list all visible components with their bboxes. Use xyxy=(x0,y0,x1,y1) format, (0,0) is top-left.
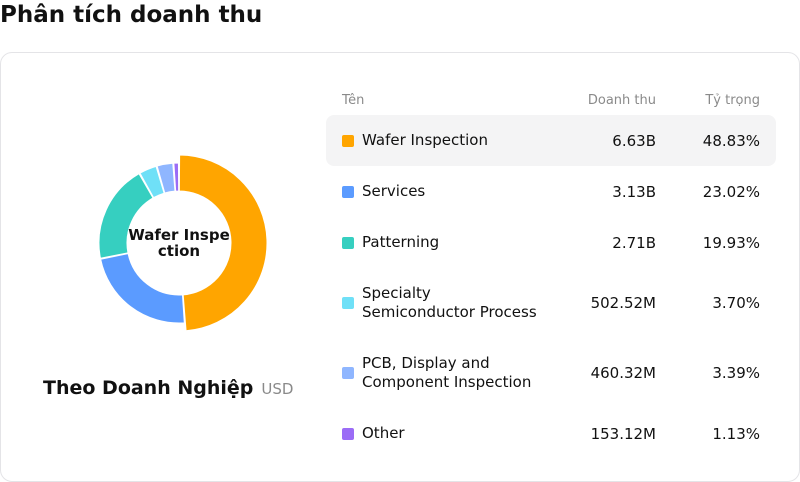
donut-slice-0[interactable] xyxy=(178,154,268,332)
donut-slice-1[interactable] xyxy=(100,252,185,324)
donut-svg xyxy=(98,154,268,332)
row-name: Patterning xyxy=(362,233,440,251)
donut-slice-3[interactable] xyxy=(139,165,165,199)
donut-slice-4[interactable] xyxy=(156,162,176,194)
row-share: 3.70% xyxy=(712,294,760,312)
legend-swatch xyxy=(342,427,354,440)
legend-swatch xyxy=(342,297,354,309)
row-share: 1.13% xyxy=(712,424,760,443)
caption-unit: USD xyxy=(261,380,294,398)
header-share: Tỷ trọng xyxy=(705,92,760,108)
table-row[interactable]: Patterning 2.71B 19.93% xyxy=(326,217,776,268)
legend-swatch xyxy=(342,134,354,147)
row-name: Wafer Inspection xyxy=(362,131,488,149)
legend-swatch xyxy=(342,185,354,198)
row-share: 19.93% xyxy=(702,233,760,252)
donut-chart: Wafer Inspection xyxy=(89,153,269,333)
revenue-table: Tên Doanh thu Tỷ trọng Wafer Inspection … xyxy=(326,85,776,459)
row-name: PCB, Display and Component Inspection xyxy=(362,354,532,391)
table-row[interactable]: PCB, Display and Component Inspection 46… xyxy=(326,338,776,408)
revenue-card: Wafer Inspection Theo Doanh Nghiệp USD T… xyxy=(0,52,800,482)
row-revenue: 460.32M xyxy=(590,364,656,382)
row-share: 23.02% xyxy=(702,182,760,201)
table-row[interactable]: Other 153.12M 1.13% xyxy=(326,408,776,459)
table-row[interactable]: Wafer Inspection 6.63B 48.83% xyxy=(326,115,776,166)
table-row[interactable]: Services 3.13B 23.02% xyxy=(326,166,776,217)
row-name: Specialty Semiconductor Process xyxy=(362,284,537,321)
caption-company: Theo Doanh Nghiệp xyxy=(43,377,254,399)
header-revenue: Doanh thu xyxy=(587,92,656,108)
row-revenue: 3.13B xyxy=(612,182,656,201)
table-header: Tên Doanh thu Tỷ trọng xyxy=(326,85,776,115)
row-revenue: 153.12M xyxy=(590,424,656,443)
chart-caption: Theo Doanh Nghiệp USD xyxy=(43,377,293,399)
row-revenue: 6.63B xyxy=(612,131,656,150)
page-title: Phân tích doanh thu xyxy=(0,2,263,28)
row-name: Services xyxy=(362,182,426,200)
table-row[interactable]: Specialty Semiconductor Process 502.52M … xyxy=(326,268,776,338)
header-name: Tên xyxy=(342,92,365,108)
row-share: 48.83% xyxy=(702,131,760,150)
row-revenue: 502.52M xyxy=(590,294,656,312)
donut-slice-2[interactable] xyxy=(98,173,154,259)
row-revenue: 2.71B xyxy=(612,233,656,252)
legend-swatch xyxy=(342,367,354,379)
row-name: Other xyxy=(362,424,405,442)
row-share: 3.39% xyxy=(712,364,760,382)
donut-slice-5[interactable] xyxy=(173,162,180,192)
legend-swatch xyxy=(342,236,354,249)
